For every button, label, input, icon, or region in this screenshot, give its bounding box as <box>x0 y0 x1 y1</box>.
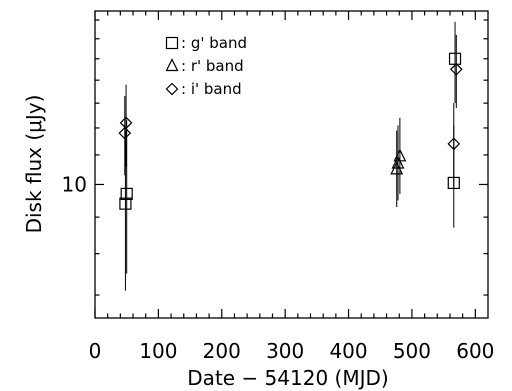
legend-label: : g' band <box>181 34 247 52</box>
gband-data-point <box>119 197 132 210</box>
rband-data-point <box>393 148 407 162</box>
x-tick-label: 100 <box>139 339 177 363</box>
x-tick-label: 200 <box>203 339 241 363</box>
gband-data-point <box>120 187 133 201</box>
iband-data-point <box>119 116 133 130</box>
x-axis-label: Date − 54120 (MJD) <box>187 366 388 390</box>
rband-data-point <box>391 155 405 169</box>
data-points <box>118 21 463 291</box>
plot-frame <box>94 10 489 319</box>
iband-data-point <box>449 62 463 76</box>
y-tick-label: 10 <box>62 172 87 196</box>
triangle-legend-icon <box>165 58 179 72</box>
iband-data-point <box>447 137 461 151</box>
y-axis-label: Disk flux (μJy) <box>22 95 46 234</box>
y-axis: 10 <box>62 19 488 296</box>
legend-label: : i' band <box>181 80 242 98</box>
legend: : g' band : r' band : i' band <box>165 34 247 98</box>
x-tick-label: 0 <box>89 339 102 363</box>
x-axis: 0 100 200 300 400 500 600 <box>89 11 494 363</box>
square-legend-icon <box>165 36 179 50</box>
x-tick-label: 300 <box>266 339 304 363</box>
iband-data-point <box>118 126 132 140</box>
x-tick-label: 500 <box>393 339 431 363</box>
x-tick-label: 600 <box>456 339 494 363</box>
diamond-legend-icon <box>165 82 179 96</box>
legend-label: : r' band <box>181 57 244 75</box>
x-tick-label: 400 <box>329 339 367 363</box>
